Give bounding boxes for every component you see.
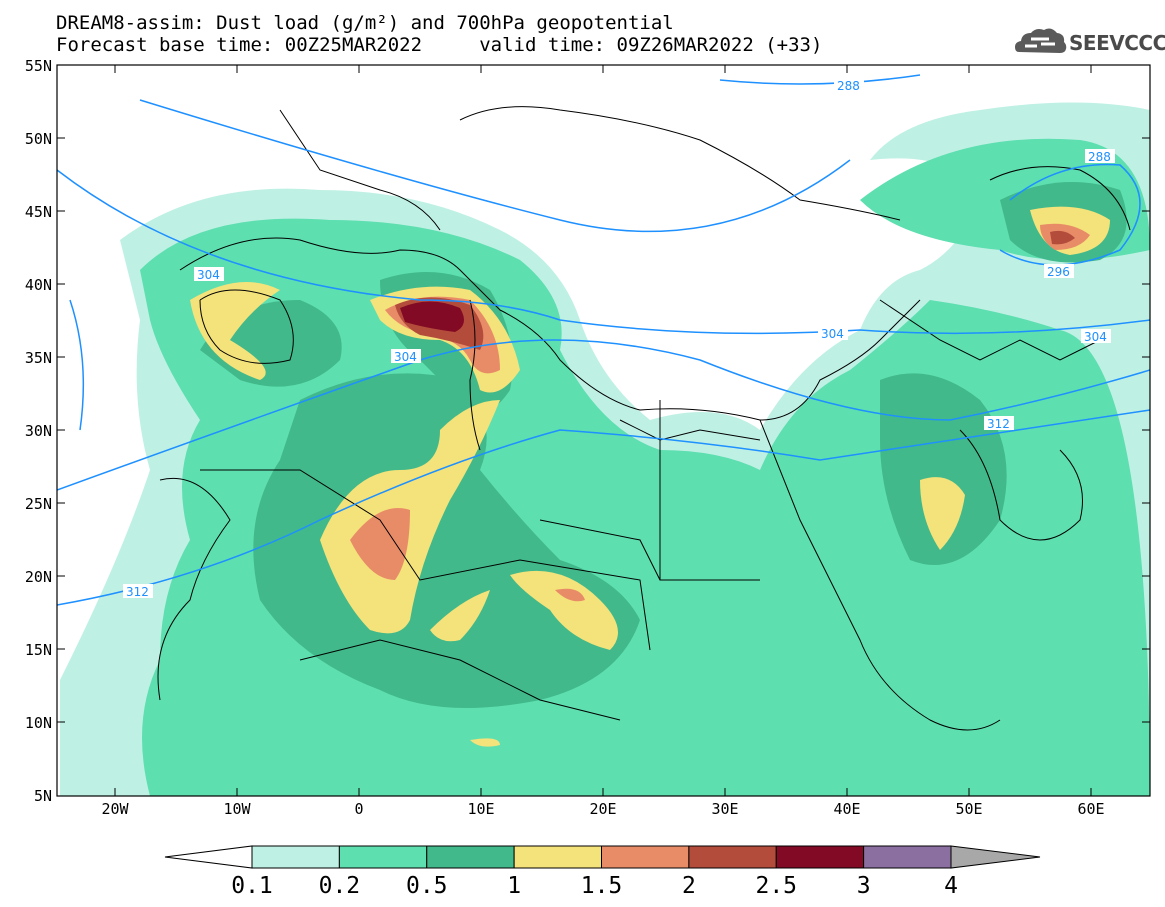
dust-contour-1.5: [350, 508, 410, 580]
lon-label: 60E: [1077, 800, 1104, 818]
lat-label: 15N: [25, 641, 52, 659]
contour-label: 296: [1047, 265, 1070, 279]
map-title: DREAM8-assim: Dust load (g/m²) and 700hP…: [56, 12, 674, 34]
lon-label: 30E: [711, 800, 738, 818]
contour-label: 312: [126, 585, 149, 599]
colorbar-tick-label: 0.5: [406, 873, 448, 899]
contour-label: 304: [394, 350, 417, 364]
colorbar-box: [251, 845, 340, 869]
seevccc-logo: SEEVCCC: [1011, 22, 1165, 62]
contour-label: 288: [1088, 150, 1111, 164]
colorbar-tick-label: 1.5: [581, 873, 623, 899]
colorbar-over-triangle: [950, 845, 1041, 869]
colorbar-tick-label: 4: [944, 873, 958, 899]
colorbar-under-triangle: [164, 845, 253, 869]
lat-label: 50N: [25, 130, 52, 148]
colorbar-tick-label: 1: [507, 873, 521, 899]
lat-label: 55N: [25, 57, 52, 75]
colorbar: [164, 845, 1041, 869]
lat-label: 35N: [25, 349, 52, 367]
lon-labels: 20W 10W 0 10E 20E 30E 40E 50E 60E: [101, 800, 1104, 818]
lat-axis: [57, 64, 1150, 723]
coastlines: [157, 106, 1131, 731]
lon-label: 10W: [223, 800, 251, 818]
dust-contour-3: [400, 301, 464, 332]
lon-label: 20W: [101, 800, 129, 818]
lat-label: 5N: [34, 787, 52, 805]
colorbar-box: [513, 845, 602, 869]
colorbar-tick-label: 0.2: [319, 873, 361, 899]
colorbar-box: [601, 845, 690, 869]
lat-label: 45N: [25, 203, 52, 221]
contour-label: 304: [1084, 330, 1107, 344]
lon-label: 0: [354, 800, 363, 818]
map-subtitle: Forecast base time: 00Z25MAR2022 valid t…: [56, 34, 823, 56]
colorbar-box: [863, 845, 952, 869]
lat-labels: 55N 50N 45N 40N 35N 30N 25N 20N 15N 10N …: [25, 57, 52, 805]
colorbar-tick-label: 2.5: [755, 873, 797, 899]
colorbar-box: [688, 845, 777, 869]
colorbar-box: [338, 845, 428, 869]
lat-label: 25N: [25, 495, 52, 513]
contour-labels: 288 288 296 304 304 304 304 312 312: [123, 78, 1115, 599]
logo-text: SEEVCCC: [1069, 31, 1165, 55]
contour-label: 304: [821, 327, 844, 341]
contour-label: 288: [837, 79, 860, 93]
lat-label: 30N: [25, 422, 52, 440]
dust-contour-1: [190, 282, 280, 380]
lon-label: 10E: [467, 800, 494, 818]
contour-label: 304: [197, 268, 220, 282]
lat-label: 40N: [25, 276, 52, 294]
lon-axis: [114, 65, 1092, 796]
colorbar-tick-label: 2: [682, 873, 696, 899]
lat-label: 10N: [25, 714, 52, 732]
lon-label: 20E: [589, 800, 616, 818]
colorbar-tick-label: 0.1: [231, 873, 273, 899]
colorbar-labels: 0.1 0.2 0.5 1 1.5 2 2.5 3 4: [231, 873, 958, 899]
lon-label: 50E: [955, 800, 982, 818]
colorbar-tick-label: 3: [857, 873, 871, 899]
colorbar-box: [775, 845, 865, 869]
contour-label: 312: [987, 417, 1010, 431]
lat-label: 20N: [25, 568, 52, 586]
lon-label: 40E: [833, 800, 860, 818]
colorbar-box: [426, 845, 515, 869]
cloud-icon: [1015, 28, 1067, 53]
